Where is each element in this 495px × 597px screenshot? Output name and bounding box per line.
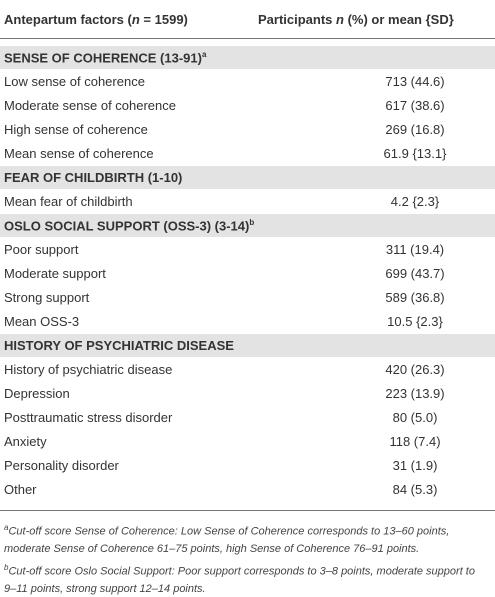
row-value: 118 (7.4)	[389, 434, 441, 449]
row-value: 269 (16.8)	[385, 122, 445, 137]
section-title: HISTORY OF PSYCHIATRIC DISEASE	[4, 338, 234, 353]
section-title: OSLO SOCIAL SUPPORT (OSS-3) (3-14)b	[4, 218, 254, 233]
row-label: Mean fear of childbirth	[4, 194, 133, 209]
section-band	[0, 46, 495, 69]
row-value: 699 (43.7)	[385, 266, 445, 281]
footnote-text: Cut-off score Sense of Coherence: Low Se…	[4, 525, 450, 555]
row-label: Moderate support	[4, 266, 106, 281]
footnote: bCut-off score Oslo Social Support: Poor…	[4, 559, 490, 597]
row-value: 10.5 {2.3}	[387, 314, 443, 329]
footnote-mark: a	[201, 50, 207, 59]
text: n	[131, 12, 140, 27]
text: Antepartum factors (	[4, 12, 132, 27]
section-band	[0, 334, 495, 357]
row-label: History of psychiatric disease	[4, 362, 173, 377]
text: FEAR OF CHILDBIRTH (1-10)	[4, 170, 183, 185]
row-label: Posttraumatic stress disorder	[4, 410, 173, 425]
row-value: 84 (5.3)	[392, 482, 438, 497]
row-label: Strong support	[4, 290, 90, 305]
section-title: SENSE OF COHERENCE (13-91)a	[4, 50, 206, 65]
row-label: Moderate sense of coherence	[4, 98, 176, 113]
row-label: Other	[4, 482, 37, 497]
row-label: Depression	[4, 386, 70, 401]
footnote: aCut-off score Sense of Coherence: Low S…	[4, 519, 490, 558]
footnote-mark: b	[249, 218, 255, 227]
row-label: Mean sense of coherence	[4, 146, 154, 161]
row-label: Mean OSS-3	[4, 314, 80, 329]
row-value: 61.9 {13.1}	[383, 146, 447, 161]
row-value: 713 (44.6)	[385, 74, 445, 89]
header-rule	[0, 38, 495, 39]
text: (%) or mean {SD}	[343, 12, 454, 27]
row-label: Anxiety	[4, 434, 47, 449]
row-label: High sense of coherence	[4, 122, 148, 137]
footnote-mark: b	[4, 563, 9, 572]
text: = 1599)	[139, 12, 188, 27]
footnote-mark: a	[4, 523, 9, 532]
text: OSLO SOCIAL SUPPORT (OSS-3) (3-14)	[4, 218, 250, 234]
header-col2: Participants n (%) or mean {SD}	[258, 12, 454, 27]
row-value: 420 (26.3)	[385, 362, 445, 377]
bottom-rule	[0, 510, 495, 511]
row-label: Personality disorder	[4, 458, 119, 473]
row-value: 589 (36.8)	[385, 290, 445, 305]
row-label: Low sense of coherence	[4, 74, 145, 89]
text: HISTORY OF PSYCHIATRIC DISEASE	[4, 338, 234, 353]
text: n	[336, 12, 344, 27]
row-value: 4.2 {2.3}	[390, 194, 440, 209]
header-col1: Antepartum factors (n = 1599)	[4, 12, 188, 27]
row-value: 31 (1.9)	[392, 458, 438, 473]
footnote-text: Cut-off score Oslo Social Support: Poor …	[4, 565, 475, 595]
row-label: Poor support	[4, 242, 79, 257]
section-band	[0, 166, 495, 189]
row-value: 617 (38.6)	[385, 98, 445, 113]
row-value: 223 (13.9)	[385, 386, 445, 401]
row-value: 80 (5.0)	[392, 410, 438, 425]
section-band	[0, 214, 495, 237]
text: Participants	[258, 12, 337, 27]
row-value: 311 (19.4)	[385, 242, 445, 257]
text: SENSE OF COHERENCE (13-91)	[4, 50, 202, 66]
section-title: FEAR OF CHILDBIRTH (1-10)	[4, 170, 182, 185]
